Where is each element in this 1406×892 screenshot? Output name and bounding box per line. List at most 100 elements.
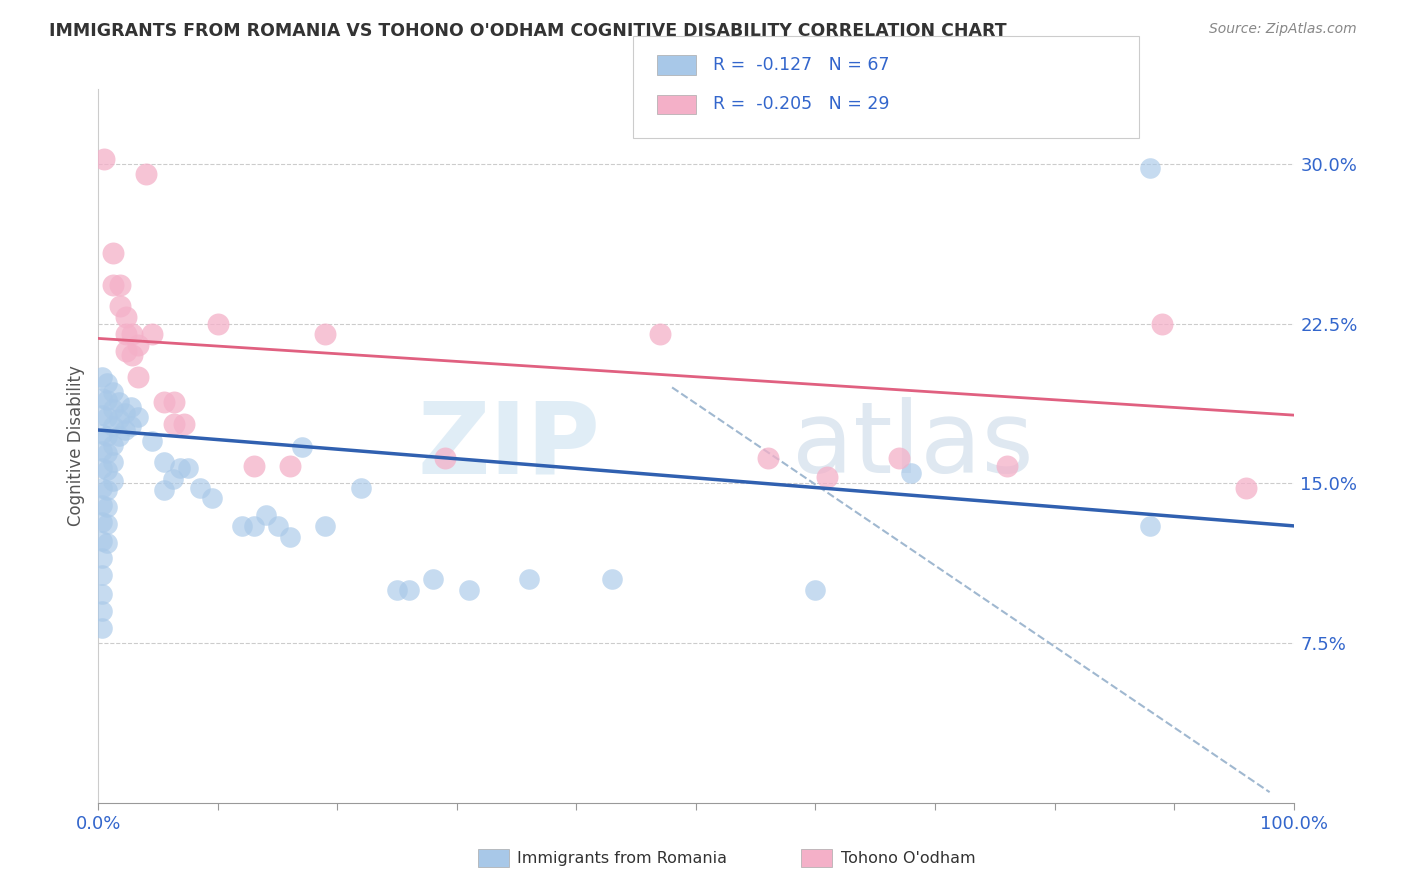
Point: [91, 515, 114, 529]
Point: [91, 427, 114, 442]
Point: [91, 461, 114, 475]
Point: [188, 481, 211, 495]
Point: [163, 395, 186, 409]
Point: [91, 391, 114, 405]
Text: Source: ZipAtlas.com: Source: ZipAtlas.com: [1209, 22, 1357, 37]
Point: [91, 533, 114, 548]
Point: [243, 459, 266, 474]
Point: [114, 423, 136, 437]
Point: [135, 168, 157, 182]
Point: [291, 440, 314, 454]
Point: [114, 406, 136, 420]
Point: [1139, 161, 1161, 175]
Text: R =  -0.205   N = 29: R = -0.205 N = 29: [713, 95, 890, 113]
Point: [162, 472, 184, 486]
Point: [315, 519, 337, 533]
Point: [101, 438, 124, 452]
Point: [315, 327, 337, 342]
Point: [96, 376, 118, 391]
Point: [804, 582, 827, 597]
Point: [602, 572, 624, 586]
Point: [153, 483, 176, 497]
Point: [96, 516, 118, 531]
Point: [121, 349, 143, 363]
Point: [101, 246, 124, 260]
Text: atlas: atlas: [792, 398, 1033, 494]
Point: [101, 401, 124, 416]
Point: [163, 417, 186, 431]
Point: [120, 400, 142, 414]
Point: [91, 587, 114, 601]
Point: [101, 278, 124, 293]
Point: [127, 338, 149, 352]
Point: [107, 429, 129, 443]
Text: Immigrants from Romania: Immigrants from Romania: [517, 851, 727, 865]
Point: [422, 572, 444, 586]
Point: [107, 412, 129, 426]
Point: [96, 446, 118, 460]
Point: [889, 450, 911, 465]
Point: [201, 491, 224, 506]
Point: [1234, 481, 1257, 495]
Point: [108, 278, 131, 293]
Point: [267, 519, 290, 533]
Point: [107, 395, 129, 409]
Point: [648, 327, 672, 342]
Point: [115, 310, 138, 325]
Point: [398, 582, 420, 597]
Point: [756, 450, 779, 465]
Point: [96, 483, 118, 497]
Point: [115, 344, 138, 359]
Point: [120, 418, 142, 433]
Text: IMMIGRANTS FROM ROMANIA VS TOHONO O'ODHAM COGNITIVE DISABILITY CORRELATION CHART: IMMIGRANTS FROM ROMANIA VS TOHONO O'ODHA…: [49, 22, 1007, 40]
Point: [169, 461, 191, 475]
Point: [101, 474, 124, 488]
Point: [91, 498, 114, 512]
Point: [350, 481, 373, 495]
Point: [91, 481, 114, 495]
Point: [101, 384, 124, 399]
Point: [153, 455, 176, 469]
Point: [900, 466, 922, 480]
Point: [127, 410, 149, 425]
Point: [254, 508, 277, 523]
Point: [91, 408, 114, 422]
Point: [231, 519, 253, 533]
Point: [141, 327, 163, 342]
Point: [91, 604, 114, 618]
Text: ZIP: ZIP: [418, 398, 600, 494]
Point: [177, 461, 200, 475]
Point: [91, 567, 114, 582]
Text: Tohono O'odham: Tohono O'odham: [841, 851, 976, 865]
Point: [207, 317, 229, 331]
Point: [115, 327, 138, 342]
Point: [108, 300, 131, 314]
Point: [458, 582, 481, 597]
Point: [91, 621, 114, 635]
Point: [278, 459, 301, 474]
Point: [121, 327, 143, 342]
Point: [278, 529, 301, 543]
Point: [96, 410, 118, 425]
Point: [173, 417, 195, 431]
Point: [141, 434, 163, 448]
Point: [243, 519, 266, 533]
Point: [517, 572, 540, 586]
Point: [153, 395, 176, 409]
Point: [101, 455, 124, 469]
Point: [385, 582, 409, 597]
Y-axis label: Cognitive Disability: Cognitive Disability: [66, 366, 84, 526]
Point: [91, 369, 114, 384]
Point: [91, 444, 114, 458]
Point: [91, 550, 114, 565]
Point: [96, 536, 118, 550]
Point: [995, 459, 1018, 474]
Point: [1152, 317, 1174, 331]
Point: [127, 369, 149, 384]
Point: [96, 393, 118, 408]
Point: [93, 153, 115, 167]
Point: [815, 470, 838, 484]
Point: [101, 418, 124, 433]
Point: [96, 429, 118, 443]
Point: [434, 450, 457, 465]
